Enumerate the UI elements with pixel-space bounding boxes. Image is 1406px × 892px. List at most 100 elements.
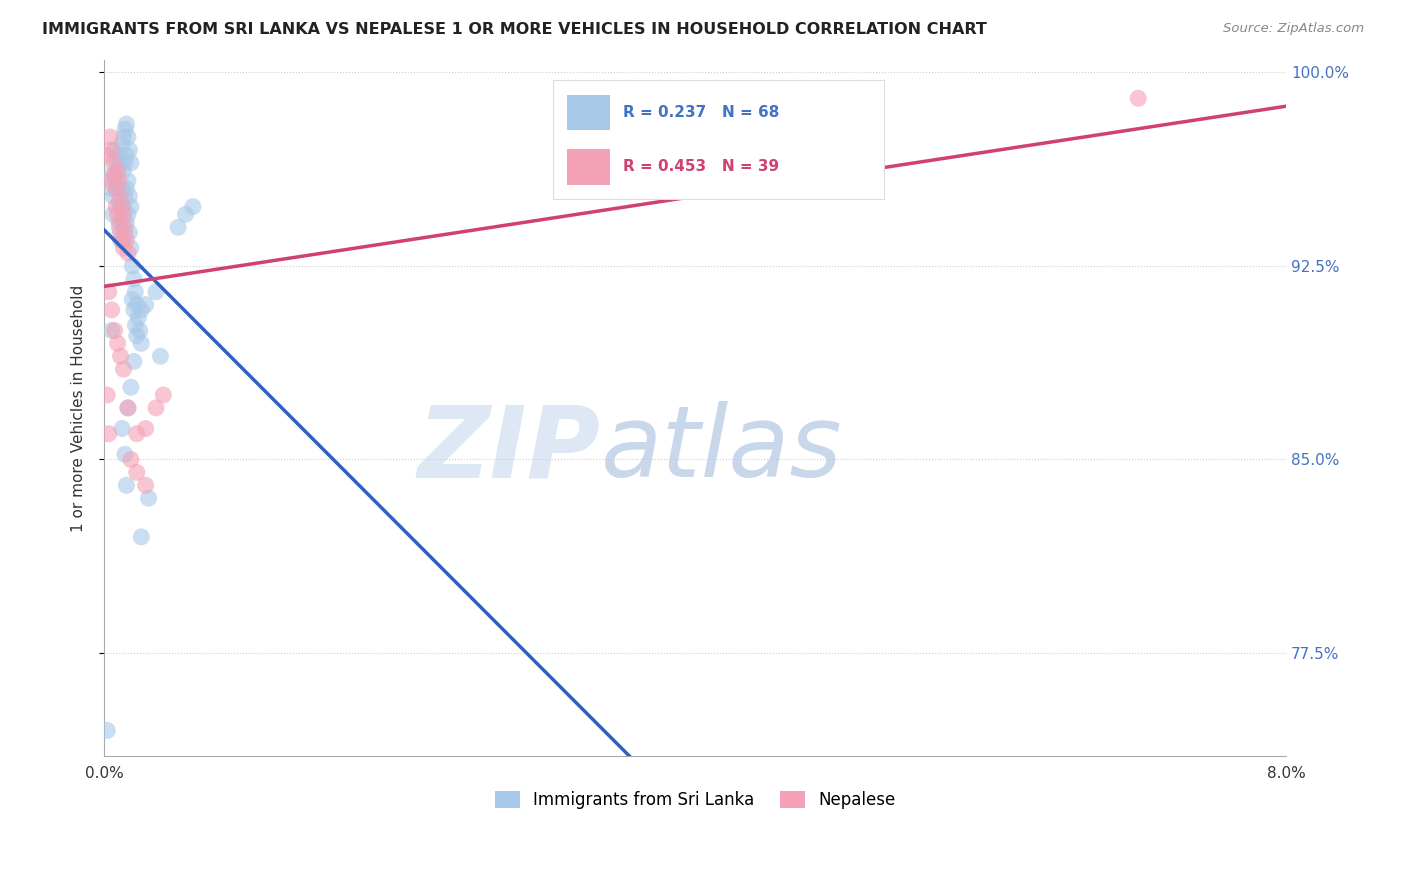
Immigrants from Sri Lanka	[129, 302, 152, 317]
Immigrants from Sri Lanka	[100, 324, 122, 338]
Immigrants from Sri Lanka	[105, 174, 128, 188]
Nepalese	[97, 285, 120, 299]
Nepalese	[100, 302, 122, 317]
Nepalese	[135, 478, 157, 492]
Nepalese	[787, 174, 810, 188]
Immigrants from Sri Lanka	[117, 174, 139, 188]
Immigrants from Sri Lanka	[111, 181, 134, 195]
Immigrants from Sri Lanka	[107, 163, 129, 178]
Immigrants from Sri Lanka	[115, 181, 138, 195]
Immigrants from Sri Lanka	[108, 148, 131, 162]
Nepalese	[145, 401, 167, 415]
Nepalese	[107, 207, 129, 221]
Immigrants from Sri Lanka	[120, 380, 142, 394]
Immigrants from Sri Lanka	[121, 259, 143, 273]
Immigrants from Sri Lanka	[96, 723, 118, 738]
Immigrants from Sri Lanka	[112, 233, 135, 247]
Nepalese	[152, 388, 174, 402]
Immigrants from Sri Lanka	[120, 241, 142, 255]
Immigrants from Sri Lanka	[114, 226, 136, 240]
Immigrants from Sri Lanka	[149, 349, 172, 363]
Immigrants from Sri Lanka	[167, 220, 190, 235]
Immigrants from Sri Lanka	[127, 310, 149, 325]
Immigrants from Sri Lanka	[124, 318, 146, 333]
Immigrants from Sri Lanka	[104, 169, 127, 183]
Immigrants from Sri Lanka	[115, 215, 138, 229]
Immigrants from Sri Lanka	[111, 137, 134, 152]
Immigrants from Sri Lanka	[114, 189, 136, 203]
Nepalese	[97, 174, 120, 188]
Immigrants from Sri Lanka	[117, 401, 139, 415]
Immigrants from Sri Lanka	[145, 285, 167, 299]
Immigrants from Sri Lanka	[124, 285, 146, 299]
Nepalese	[105, 181, 128, 195]
Nepalese	[1128, 91, 1150, 105]
Nepalese	[101, 156, 124, 170]
Immigrants from Sri Lanka	[125, 328, 148, 343]
Nepalese	[108, 174, 131, 188]
Immigrants from Sri Lanka	[181, 200, 204, 214]
Immigrants from Sri Lanka	[122, 354, 145, 368]
Text: ZIP: ZIP	[418, 401, 600, 499]
Text: atlas: atlas	[600, 401, 842, 499]
Immigrants from Sri Lanka	[122, 272, 145, 286]
Nepalese	[104, 324, 127, 338]
Immigrants from Sri Lanka	[118, 189, 141, 203]
Text: IMMIGRANTS FROM SRI LANKA VS NEPALESE 1 OR MORE VEHICLES IN HOUSEHOLD CORRELATIO: IMMIGRANTS FROM SRI LANKA VS NEPALESE 1 …	[42, 22, 987, 37]
Immigrants from Sri Lanka	[121, 293, 143, 307]
Immigrants from Sri Lanka	[108, 194, 131, 209]
Immigrants from Sri Lanka	[120, 156, 142, 170]
Immigrants from Sri Lanka	[117, 130, 139, 145]
Immigrants from Sri Lanka	[98, 169, 121, 183]
Immigrants from Sri Lanka	[114, 447, 136, 461]
Nepalese	[107, 336, 129, 351]
Nepalese	[108, 215, 131, 229]
Immigrants from Sri Lanka	[115, 117, 138, 131]
Nepalese	[110, 189, 132, 203]
Nepalese	[117, 401, 139, 415]
Immigrants from Sri Lanka	[114, 122, 136, 136]
Immigrants from Sri Lanka	[111, 421, 134, 435]
Immigrants from Sri Lanka	[110, 200, 132, 214]
Immigrants from Sri Lanka	[112, 163, 135, 178]
Immigrants from Sri Lanka	[110, 156, 132, 170]
Immigrants from Sri Lanka	[110, 233, 132, 247]
Immigrants from Sri Lanka	[117, 207, 139, 221]
Immigrants from Sri Lanka	[125, 298, 148, 312]
Nepalese	[104, 169, 127, 183]
Nepalese	[114, 220, 136, 235]
Immigrants from Sri Lanka	[115, 148, 138, 162]
Nepalese	[135, 421, 157, 435]
Nepalese	[105, 200, 128, 214]
Nepalese	[112, 241, 135, 255]
Legend: Immigrants from Sri Lanka, Nepalese: Immigrants from Sri Lanka, Nepalese	[488, 784, 901, 815]
Immigrants from Sri Lanka	[108, 220, 131, 235]
Immigrants from Sri Lanka	[129, 530, 152, 544]
Nepalese	[97, 426, 120, 441]
Immigrants from Sri Lanka	[120, 200, 142, 214]
Immigrants from Sri Lanka	[101, 207, 124, 221]
Nepalese	[110, 349, 132, 363]
Nepalese	[96, 388, 118, 402]
Text: Source: ZipAtlas.com: Source: ZipAtlas.com	[1223, 22, 1364, 36]
Nepalese	[111, 233, 134, 247]
Nepalese	[117, 246, 139, 260]
Immigrants from Sri Lanka	[122, 302, 145, 317]
Immigrants from Sri Lanka	[105, 156, 128, 170]
Immigrants from Sri Lanka	[112, 130, 135, 145]
Immigrants from Sri Lanka	[128, 324, 150, 338]
Immigrants from Sri Lanka	[104, 143, 127, 157]
Immigrants from Sri Lanka	[111, 215, 134, 229]
Nepalese	[100, 143, 122, 157]
Immigrants from Sri Lanka	[118, 143, 141, 157]
Immigrants from Sri Lanka	[107, 181, 129, 195]
Immigrants from Sri Lanka	[100, 181, 122, 195]
Nepalese	[98, 130, 121, 145]
Immigrants from Sri Lanka	[135, 298, 157, 312]
Nepalese	[120, 452, 142, 467]
Nepalese	[111, 200, 134, 214]
Immigrants from Sri Lanka	[115, 478, 138, 492]
Y-axis label: 1 or more Vehicles in Household: 1 or more Vehicles in Household	[72, 285, 86, 532]
Nepalese	[115, 233, 138, 247]
Immigrants from Sri Lanka	[114, 156, 136, 170]
